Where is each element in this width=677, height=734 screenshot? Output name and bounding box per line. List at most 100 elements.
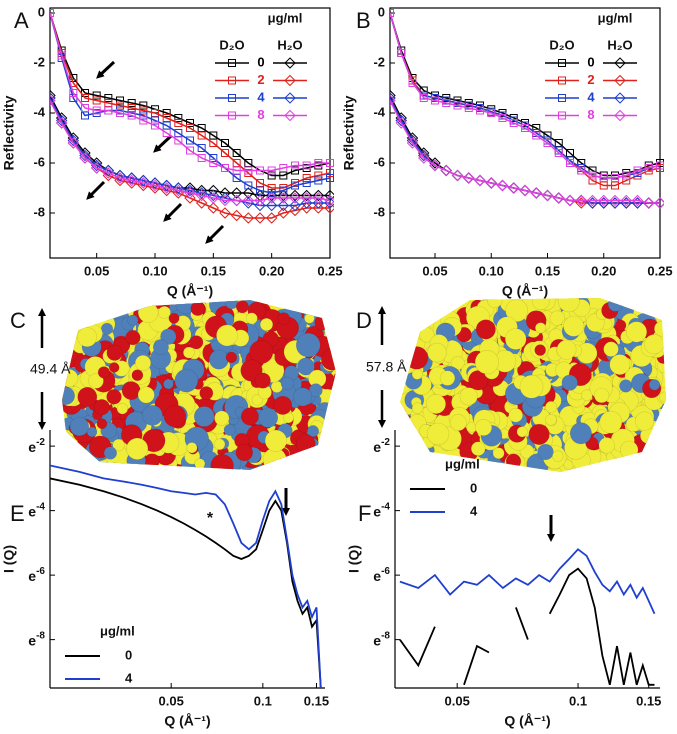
marker xyxy=(50,89,56,102)
x-tick-label: 0.05 xyxy=(422,263,447,278)
panel-label: A xyxy=(14,8,29,33)
legend-label: 4 xyxy=(587,89,595,104)
marker xyxy=(219,207,231,219)
marker xyxy=(90,162,103,174)
data-line xyxy=(399,567,655,686)
marker xyxy=(102,167,115,179)
blob xyxy=(258,407,279,428)
marker xyxy=(172,182,185,194)
legend-label: 4 xyxy=(257,89,265,104)
plot-frame xyxy=(389,7,661,259)
blob xyxy=(625,321,648,343)
data-line xyxy=(390,97,660,204)
marker xyxy=(312,202,325,214)
marker xyxy=(532,131,541,140)
marker xyxy=(324,194,334,207)
marker xyxy=(429,157,441,169)
marker xyxy=(221,164,229,172)
marker xyxy=(419,94,428,102)
data-line xyxy=(390,97,660,204)
marker xyxy=(172,184,185,197)
marker xyxy=(302,179,311,187)
marker xyxy=(633,166,642,175)
marker xyxy=(184,192,196,204)
blob xyxy=(593,387,610,404)
marker xyxy=(440,164,452,177)
marker xyxy=(67,137,80,149)
blob xyxy=(634,411,655,431)
height-arrows xyxy=(38,306,386,430)
marker xyxy=(267,166,276,175)
marker xyxy=(279,164,288,172)
y-tick-label: -2 xyxy=(373,54,385,69)
blob xyxy=(273,395,293,415)
marker xyxy=(267,171,276,180)
panel-label: D xyxy=(356,308,372,333)
marker xyxy=(598,197,610,209)
blob xyxy=(598,437,615,454)
blob xyxy=(225,351,238,364)
blob xyxy=(569,422,592,445)
y-tick-label: e-8 xyxy=(28,630,45,648)
blob xyxy=(320,348,336,371)
marker xyxy=(162,129,171,137)
marker xyxy=(104,106,113,115)
marker xyxy=(149,177,161,189)
marker xyxy=(530,187,542,199)
marker xyxy=(487,109,496,117)
marker xyxy=(256,166,264,175)
marker xyxy=(620,194,632,207)
molecule xyxy=(400,298,666,472)
y-axis-label: Reflectivity xyxy=(341,95,357,170)
y-axis-label: I (Q) xyxy=(346,545,362,573)
marker xyxy=(209,139,218,147)
panel-label: C xyxy=(10,308,26,333)
legend-label: 0 xyxy=(125,647,132,662)
chart: E Q (Å⁻¹) I (Q) 0.05 0.1 0.15 e-2 e-4 e-6 e-8 * μg/… xyxy=(1,430,329,729)
marker xyxy=(496,179,509,192)
marker xyxy=(291,161,299,170)
marker xyxy=(174,119,183,127)
blob xyxy=(449,414,467,432)
blob xyxy=(654,320,666,337)
marker xyxy=(312,189,325,202)
marker xyxy=(431,96,439,105)
marker xyxy=(620,197,632,209)
marker xyxy=(277,199,290,212)
y-tick-label: -2 xyxy=(33,54,45,69)
marker xyxy=(485,177,497,189)
legend-marker xyxy=(558,59,566,67)
marker xyxy=(69,89,78,97)
blob xyxy=(470,441,486,457)
blob xyxy=(504,328,527,350)
marker xyxy=(92,106,101,115)
blob xyxy=(186,442,198,454)
legend-label: 0 xyxy=(470,480,477,495)
y-tick-label: e-8 xyxy=(373,630,390,648)
marker xyxy=(256,186,264,195)
marker xyxy=(476,106,484,115)
blob xyxy=(245,312,258,325)
marker xyxy=(453,101,462,110)
legend-marker xyxy=(284,74,296,87)
marker xyxy=(230,187,243,199)
marker xyxy=(312,192,325,204)
y-tick-label: e-6 xyxy=(28,566,45,584)
blob xyxy=(648,379,661,391)
marker xyxy=(622,176,631,185)
blob xyxy=(116,403,129,415)
marker xyxy=(197,131,206,140)
blob xyxy=(189,335,204,350)
blob xyxy=(306,425,319,438)
legend-group: H₂O xyxy=(607,37,632,52)
blob xyxy=(137,386,155,404)
blob xyxy=(174,368,199,393)
marker xyxy=(207,192,220,204)
marker xyxy=(588,171,597,180)
marker xyxy=(554,149,563,157)
x-axis-label: Q (Å⁻¹) xyxy=(164,713,210,729)
marker xyxy=(577,166,586,175)
marker xyxy=(390,94,396,107)
data-line xyxy=(50,12,330,172)
marker xyxy=(519,184,531,197)
